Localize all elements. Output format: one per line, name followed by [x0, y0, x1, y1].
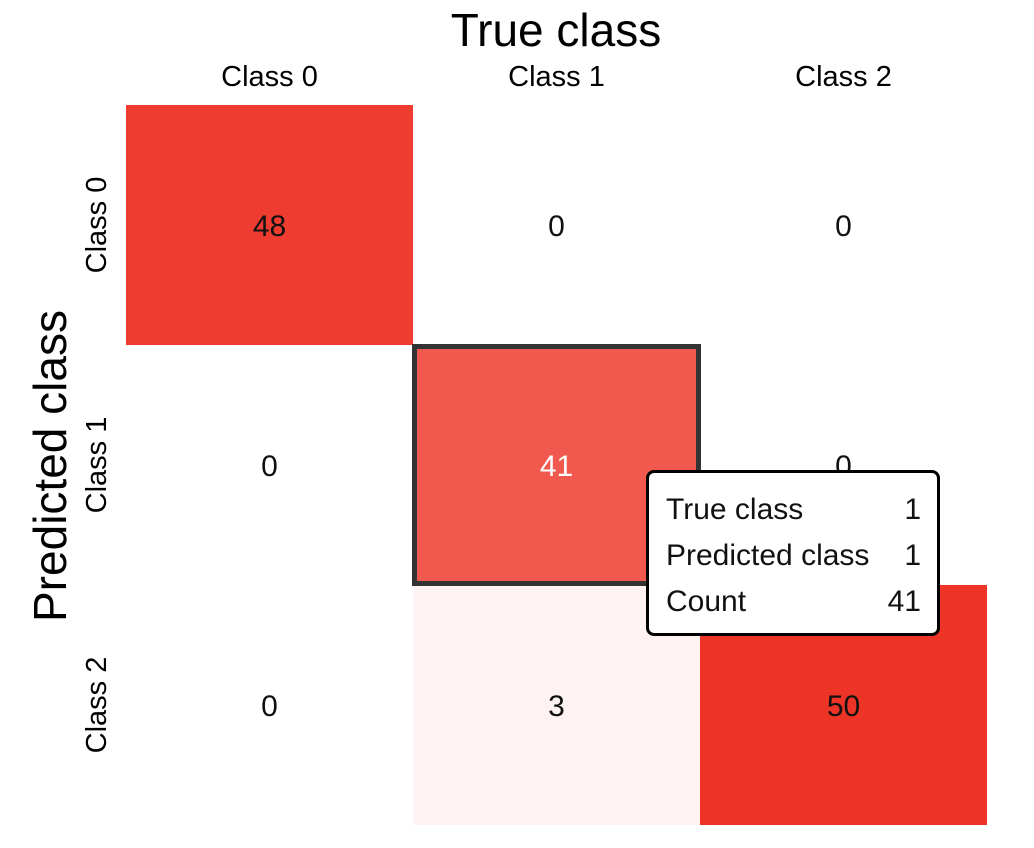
heatmap-cells: 48 0 00 41 00 3 50 — [126, 105, 987, 825]
tooltip-label: Count — [666, 585, 747, 618]
highlighted-cell-outline — [412, 344, 701, 586]
x-tick-label: Class 2 — [795, 61, 892, 93]
x-tick-label: Class 1 — [508, 61, 605, 93]
x-axis-title: True class — [451, 4, 661, 56]
tooltip-row-true-class: True class 1 — [666, 487, 921, 533]
cell-value-label: 0 — [835, 210, 852, 243]
tooltip-row-count: Count 41 — [666, 579, 921, 625]
y-axis-title: Predicted class — [24, 310, 76, 622]
tooltip-row-predicted-class: Predicted class 1 — [666, 533, 921, 579]
cell-value-label: 41 — [540, 450, 573, 483]
y-tick-label: Class 1 — [81, 417, 113, 514]
hover-tooltip: True class 1 Predicted class 1 Count 41 — [646, 470, 940, 636]
cell-value-label: 0 — [261, 690, 278, 723]
y-tick-label: Class 0 — [81, 177, 113, 274]
heatmap-cell[interactable] — [126, 585, 413, 825]
x-tick-label: Class 0 — [221, 61, 318, 93]
heatmap-cell[interactable] — [126, 105, 413, 345]
cell-value-label: 0 — [261, 450, 278, 483]
tooltip-value: 41 — [887, 585, 921, 618]
y-tick-labels: Class 0 Class 1 Class 2 — [81, 177, 113, 754]
heatmap-cell[interactable] — [126, 345, 413, 585]
cell-value-label: 48 — [253, 210, 286, 243]
cell-value-label: 50 — [827, 690, 860, 723]
heatmap-cell[interactable] — [700, 105, 987, 345]
tooltip-label: True class — [666, 493, 804, 526]
tooltip-value: 1 — [904, 539, 921, 572]
heatmap-cell[interactable] — [413, 105, 700, 345]
cell-value-label: 3 — [548, 690, 565, 723]
x-tick-labels: Class 0 Class 1 Class 2 — [221, 61, 892, 93]
y-tick-label: Class 2 — [81, 657, 113, 754]
tooltip-label: Predicted class — [666, 539, 870, 572]
cell-value-label: 0 — [548, 210, 565, 243]
tooltip-value: 1 — [904, 493, 921, 526]
